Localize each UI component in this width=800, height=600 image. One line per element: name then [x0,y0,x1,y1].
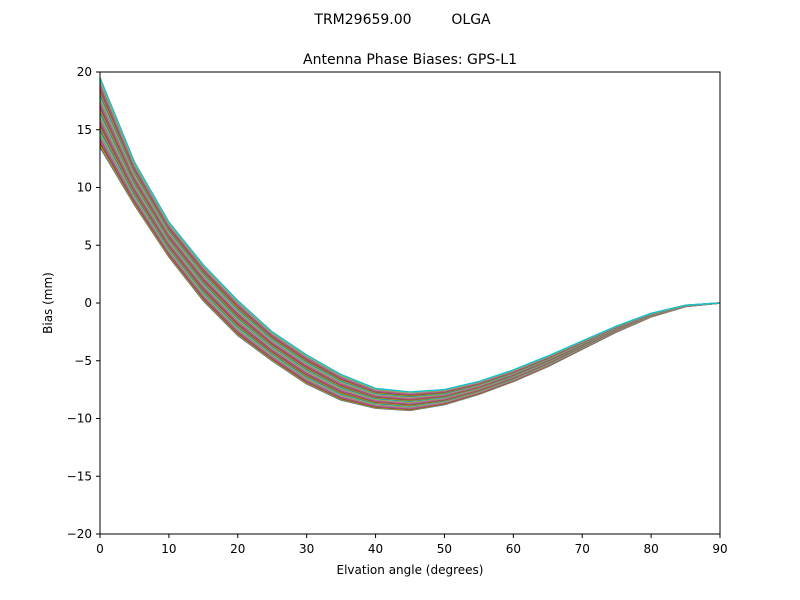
y-tick-label: 10 [77,181,92,195]
x-tick-label: 80 [643,542,658,556]
series-layer [99,77,721,412]
series-line [99,81,721,394]
series-line [99,84,721,395]
y-tick-label: 15 [77,123,92,137]
series-line [99,89,721,396]
y-tick-label: 0 [84,296,92,310]
x-tick-label: 10 [161,542,176,556]
x-tick-label: 50 [437,542,452,556]
x-tick-label: 20 [230,542,245,556]
series-line [99,102,721,400]
series-line [99,100,721,399]
x-tick-label: 0 [96,542,104,556]
series-line [99,91,721,397]
y-tick-label: 20 [77,65,92,79]
series-line [99,98,721,399]
ticks-layer: 0 10 20 30 40 50 60 70 80 90 −20 −15 −10 −5 0 5 10 15 20 [67,65,728,556]
series-line [99,77,721,393]
x-tick-label: 30 [299,542,314,556]
x-tick-label: 70 [575,542,590,556]
series-line [99,95,721,398]
x-tick-label: 60 [506,542,521,556]
x-axis-label: Elvation angle (degrees) [337,563,484,577]
series-line [99,79,721,394]
chart-title: Antenna Phase Biases: GPS-L1 [303,52,517,68]
plot-frame [99,71,721,535]
series-line [99,88,721,396]
figure-suptitle-site: OLGA [451,12,491,28]
series-line [99,86,721,396]
y-tick-label: 5 [84,238,92,252]
x-tick-label: 40 [368,542,383,556]
y-tick-label: −5 [74,354,92,368]
y-tick-label: −20 [67,527,92,541]
y-tick-label: −15 [67,469,92,483]
series-line [99,82,721,395]
figure-suptitle-receiver: TRM29659.00 [313,12,411,28]
series-line [99,93,721,397]
y-axis-label: Bias (mm) [41,272,55,334]
series-line [99,97,721,398]
y-tick-label: −10 [67,412,92,426]
x-tick-label: 90 [712,542,727,556]
